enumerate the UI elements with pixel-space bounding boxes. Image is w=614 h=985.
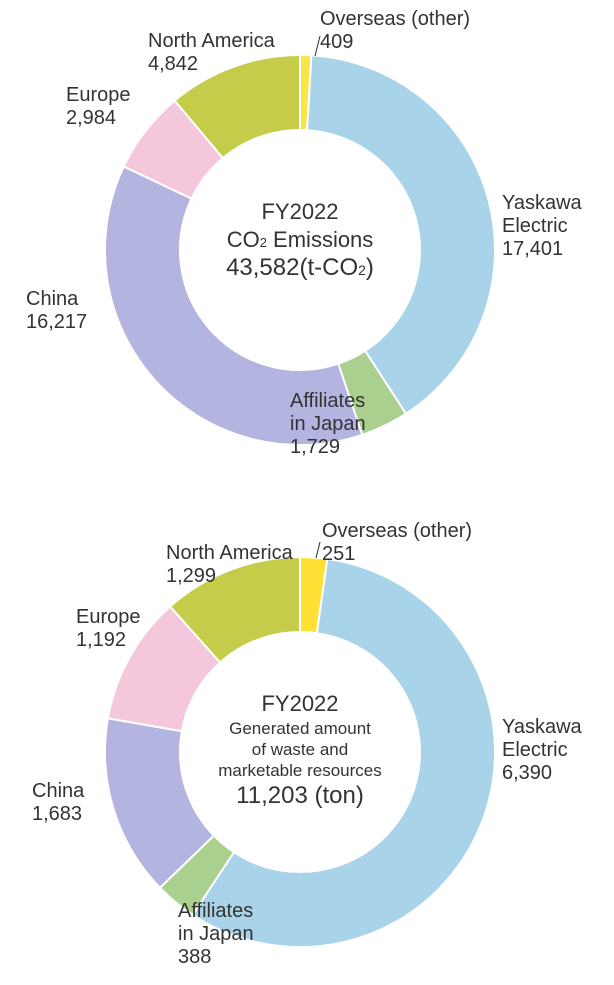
co2-label-europe-name: Europe <box>66 84 131 107</box>
co2-center-total-b: ) <box>366 254 374 281</box>
co2-label-affjp-name: Affiliatesin Japan <box>290 390 366 436</box>
co2-center-text: FY2022 CO2 Emissions 43,582(t-CO2) <box>180 198 420 283</box>
co2-center-line2-b: Emissions <box>267 227 373 252</box>
waste-label-yaskawa: YaskawaElectric6,390 <box>502 716 582 785</box>
co2-label-yaskawa-value: 17,401 <box>502 238 582 261</box>
co2-label-overseas: Overseas (other)409 <box>320 8 470 54</box>
co2-label-namer-name: North America <box>148 30 275 53</box>
co2-label-namer-value: 4,842 <box>148 53 275 76</box>
co2-center-total-sub: 2 <box>358 262 366 278</box>
co2-label-yaskawa-name: YaskawaElectric <box>502 192 582 238</box>
waste-center-line2-0: Generated amount <box>195 718 405 739</box>
waste-center-line2-1: of waste and <box>195 739 405 760</box>
co2-label-overseas-value: 409 <box>320 31 470 54</box>
co2-center-line1: FY2022 <box>180 198 420 226</box>
waste-center-total: 11,203 (ton) <box>195 781 405 811</box>
co2-label-affjp: Affiliatesin Japan1,729 <box>290 390 366 459</box>
waste-center-text-real: FY2022 Generated amount of waste and mar… <box>195 690 405 811</box>
waste-center-line1: FY2022 <box>195 690 405 718</box>
co2-label-yaskawa: YaskawaElectric17,401 <box>502 192 582 261</box>
co2-label-affjp-value: 1,729 <box>290 436 366 459</box>
waste-label-europe: Europe1,192 <box>76 606 141 652</box>
waste-label-affjp-value: 388 <box>178 946 254 969</box>
waste-label-yaskawa-value: 6,390 <box>502 762 582 785</box>
co2-label-china-value: 16,217 <box>26 311 87 334</box>
waste-label-china-name: China <box>32 780 84 803</box>
co2-center-line2-sub: 2 <box>260 235 267 250</box>
waste-label-overseas-value: 251 <box>322 543 472 566</box>
waste-label-europe-value: 1,192 <box>76 629 141 652</box>
co2-label-overseas-name: Overseas (other) <box>320 8 470 31</box>
waste-label-affjp-name: Affiliatesin Japan <box>178 900 254 946</box>
waste-label-namer-name: North America <box>166 542 293 565</box>
co2-label-europe: Europe2,984 <box>66 84 131 130</box>
co2-center-line2: CO2 Emissions <box>180 226 420 254</box>
co2-label-china: China16,217 <box>26 288 87 334</box>
co2-center-total-a: 43,582(t-CO <box>226 254 358 281</box>
co2-label-china-name: China <box>26 288 87 311</box>
co2-center-total: 43,582(t-CO2) <box>180 253 420 283</box>
waste-label-china-value: 1,683 <box>32 803 84 826</box>
waste-label-yaskawa-name: YaskawaElectric <box>502 716 582 762</box>
waste-label-europe-name: Europe <box>76 606 141 629</box>
waste-label-overseas: Overseas (other)251 <box>322 520 472 566</box>
co2-label-namer: North America4,842 <box>148 30 275 76</box>
co2-label-europe-value: 2,984 <box>66 107 131 130</box>
waste-label-china: China1,683 <box>32 780 84 826</box>
waste-label-affjp: Affiliatesin Japan388 <box>178 900 254 969</box>
waste-label-overseas-name: Overseas (other) <box>322 520 472 543</box>
waste-center-line2-2: marketable resources <box>195 760 405 781</box>
page: FY2022 CO2 Emissions 43,582(t-CO2) FY202… <box>0 0 614 985</box>
waste-label-namer: North America1,299 <box>166 542 293 588</box>
waste-label-namer-value: 1,299 <box>166 565 293 588</box>
co2-center-line2-a: CO <box>227 227 260 252</box>
